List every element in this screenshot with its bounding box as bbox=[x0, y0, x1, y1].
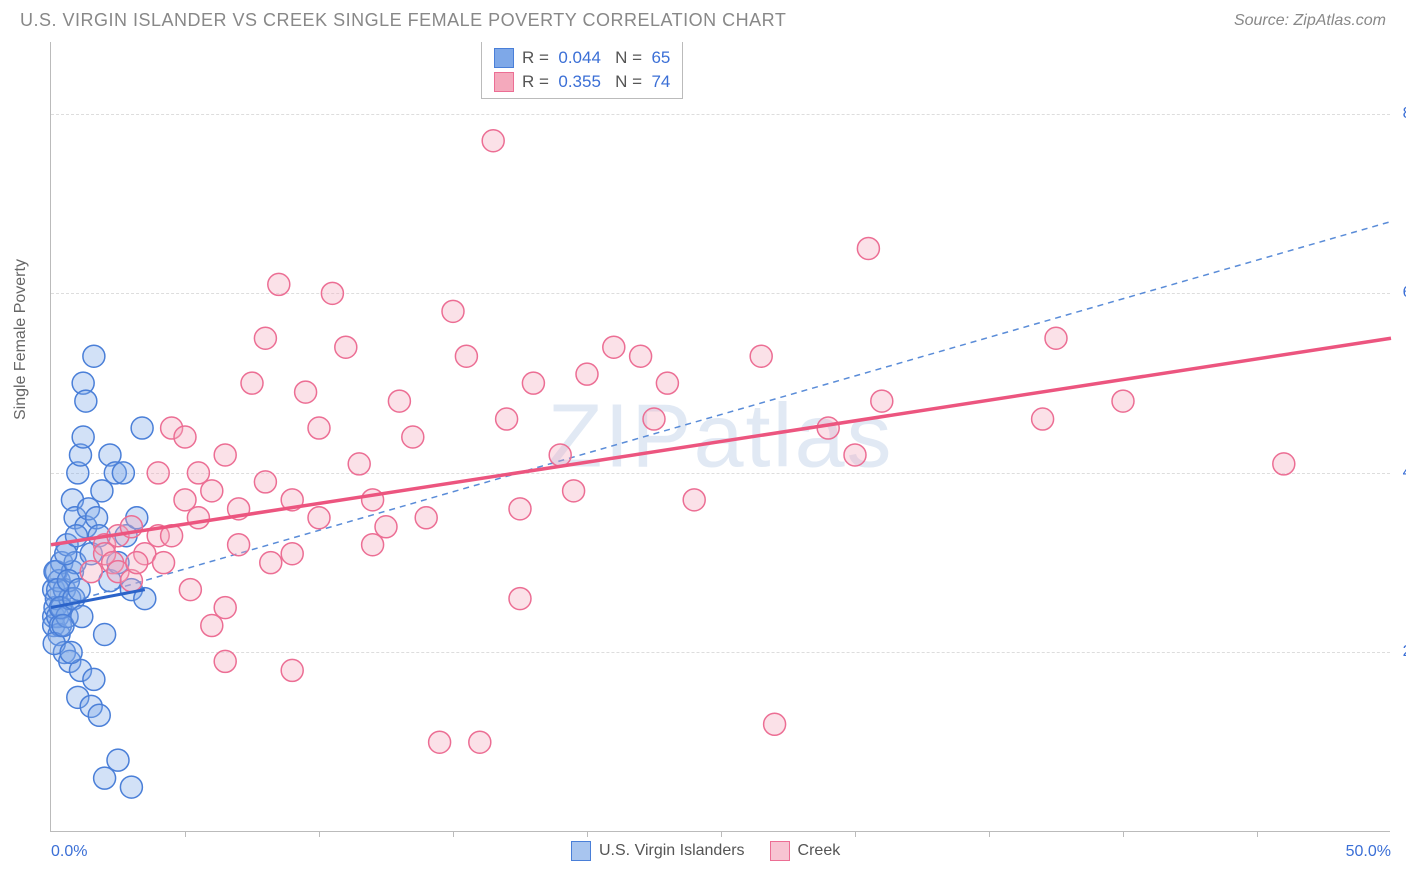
y-tick-label: 20.0% bbox=[1403, 643, 1406, 661]
data-point bbox=[295, 381, 317, 403]
data-point bbox=[254, 327, 276, 349]
x-tick-label: 0.0% bbox=[51, 843, 87, 861]
data-point bbox=[83, 668, 105, 690]
data-point bbox=[75, 390, 97, 412]
data-point bbox=[402, 426, 424, 448]
scatter-chart: ZIPatlas 20.0%40.0%60.0%80.0%0.0%50.0%R … bbox=[50, 42, 1390, 832]
trend-line-extended bbox=[51, 222, 1391, 608]
data-point bbox=[201, 480, 223, 502]
data-point bbox=[60, 641, 82, 663]
data-point bbox=[120, 776, 142, 798]
data-point bbox=[281, 543, 303, 565]
legend-swatch bbox=[494, 72, 514, 92]
legend-swatch bbox=[494, 48, 514, 68]
data-point bbox=[147, 462, 169, 484]
legend-item: Creek bbox=[770, 841, 841, 861]
data-point bbox=[764, 713, 786, 735]
data-point bbox=[72, 426, 94, 448]
data-point bbox=[131, 417, 153, 439]
data-point bbox=[281, 659, 303, 681]
data-point bbox=[362, 489, 384, 511]
data-point bbox=[496, 408, 518, 430]
stats-row: R = 0.355 N = 74 bbox=[494, 70, 670, 94]
data-point bbox=[88, 704, 110, 726]
data-point bbox=[415, 507, 437, 529]
data-point bbox=[683, 489, 705, 511]
data-point bbox=[1273, 453, 1295, 475]
chart-header: U.S. VIRGIN ISLANDER VS CREEK SINGLE FEM… bbox=[0, 0, 1406, 37]
y-tick-label: 40.0% bbox=[1403, 464, 1406, 482]
data-point bbox=[630, 345, 652, 367]
data-point bbox=[228, 534, 250, 556]
data-point bbox=[871, 390, 893, 412]
data-point bbox=[576, 363, 598, 385]
data-point bbox=[268, 273, 290, 295]
data-point bbox=[241, 372, 263, 394]
y-axis-label: Single Female Poverty bbox=[12, 259, 30, 420]
data-point bbox=[308, 507, 330, 529]
data-point bbox=[750, 345, 772, 367]
stats-row: R = 0.044 N = 65 bbox=[494, 46, 670, 70]
stats-text: R = 0.355 N = 74 bbox=[522, 72, 670, 92]
data-point bbox=[656, 372, 678, 394]
data-point bbox=[643, 408, 665, 430]
data-point bbox=[308, 417, 330, 439]
data-point bbox=[509, 588, 531, 610]
data-point bbox=[549, 444, 571, 466]
x-tick-label: 50.0% bbox=[1346, 843, 1391, 861]
data-point bbox=[509, 498, 531, 520]
data-point bbox=[335, 336, 357, 358]
data-point bbox=[1032, 408, 1054, 430]
legend-swatch bbox=[571, 841, 591, 861]
data-point bbox=[71, 606, 93, 628]
data-point bbox=[563, 480, 585, 502]
data-point bbox=[214, 597, 236, 619]
legend-label: Creek bbox=[798, 842, 841, 860]
data-point bbox=[254, 471, 276, 493]
data-point bbox=[522, 372, 544, 394]
data-point bbox=[1112, 390, 1134, 412]
data-point bbox=[388, 390, 410, 412]
data-point bbox=[375, 516, 397, 538]
data-point bbox=[857, 237, 879, 259]
data-point bbox=[442, 300, 464, 322]
y-tick-label: 60.0% bbox=[1403, 284, 1406, 302]
data-point bbox=[455, 345, 477, 367]
data-point bbox=[348, 453, 370, 475]
data-point bbox=[817, 417, 839, 439]
data-point bbox=[126, 552, 148, 574]
legend-item: U.S. Virgin Islanders bbox=[571, 841, 745, 861]
data-point bbox=[214, 650, 236, 672]
data-point bbox=[429, 731, 451, 753]
data-point bbox=[179, 579, 201, 601]
data-point bbox=[83, 345, 105, 367]
data-point bbox=[187, 507, 209, 529]
chart-svg bbox=[51, 42, 1391, 832]
chart-title: U.S. VIRGIN ISLANDER VS CREEK SINGLE FEM… bbox=[20, 10, 786, 31]
legend-swatch bbox=[770, 841, 790, 861]
data-point bbox=[153, 552, 175, 574]
chart-source: Source: ZipAtlas.com bbox=[1234, 12, 1386, 30]
data-point bbox=[94, 624, 116, 646]
data-point bbox=[214, 444, 236, 466]
data-point bbox=[112, 462, 134, 484]
bottom-legend: U.S. Virgin Islanders Creek bbox=[571, 841, 840, 861]
data-point bbox=[844, 444, 866, 466]
data-point bbox=[482, 130, 504, 152]
y-tick-label: 80.0% bbox=[1403, 105, 1406, 123]
data-point bbox=[260, 552, 282, 574]
legend-label: U.S. Virgin Islanders bbox=[599, 842, 745, 860]
data-point bbox=[174, 426, 196, 448]
data-point bbox=[469, 731, 491, 753]
trend-line bbox=[51, 338, 1391, 544]
data-point bbox=[321, 282, 343, 304]
stats-text: R = 0.044 N = 65 bbox=[522, 48, 670, 68]
stats-legend: R = 0.044 N = 65 R = 0.355 N = 74 bbox=[481, 42, 683, 99]
data-point bbox=[1045, 327, 1067, 349]
data-point bbox=[603, 336, 625, 358]
data-point bbox=[107, 749, 129, 771]
